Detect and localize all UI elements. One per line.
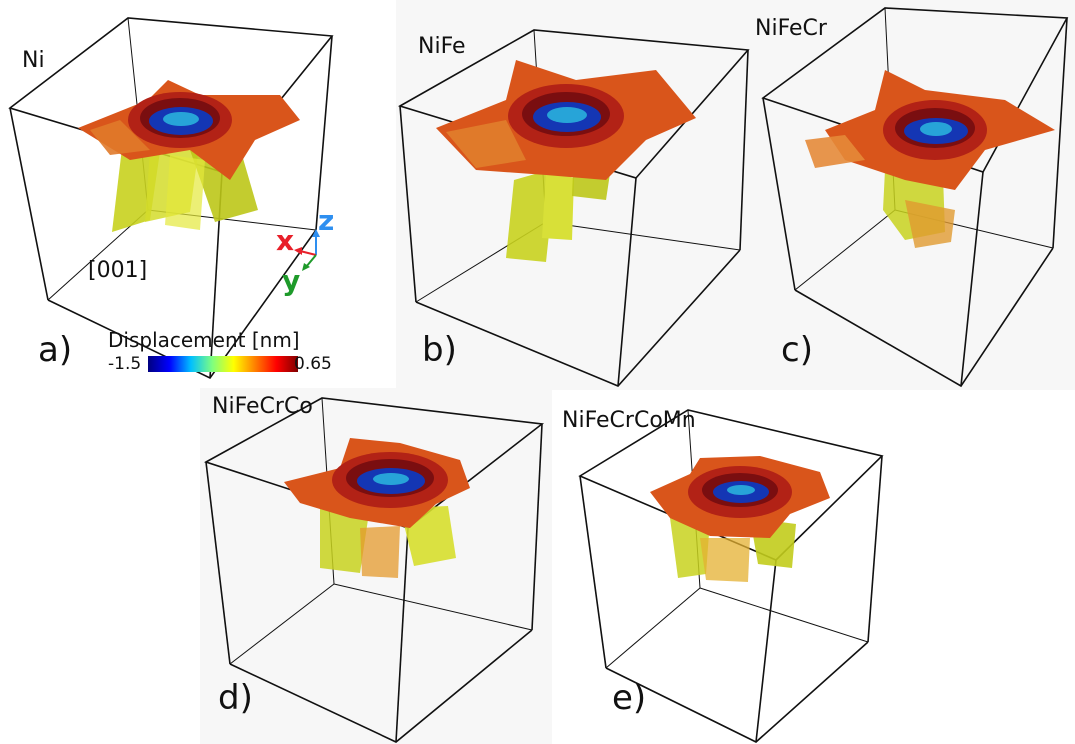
colorbar-title: Displacement [nm] [108,328,300,352]
colorbar-gradient [148,356,298,372]
panel-letter: b) [422,330,457,370]
panel-letter: d) [218,678,253,718]
z-axis-label: z [318,204,335,237]
simulation-render-b [397,29,750,387]
colorbar-max-label: 0.65 [294,354,332,374]
dislocation-structure [112,138,258,232]
panel-letter: a) [38,330,73,370]
surface-atoms [78,80,300,180]
y-axis-label: y [282,264,301,297]
panel-b: NiFe b) [396,0,756,390]
surface-atoms [805,70,1055,190]
simulation-render-d [204,397,545,743]
surface-atoms [650,456,830,538]
simulation-render-c [761,7,1069,388]
simulation-render-e [578,409,884,743]
direction-label: [001] [88,258,148,283]
colorbar: Displacement [nm] -1.5 0.65 [108,328,338,378]
panel-title: NiFeCr [755,16,827,41]
dislocation-structure [883,170,955,248]
panel-letter: c) [781,330,813,370]
axis-triad: x z y [270,205,350,305]
panel-a: Ni [001] a) [0,0,360,390]
panel-title: NiFe [418,34,466,59]
surface-atoms [436,60,696,180]
x-axis-label: x [276,224,295,257]
panel-c: NiFeCr c) [755,0,1075,390]
simulation-render-a [8,17,334,380]
panel-title: NiFeCrCo [212,394,313,419]
colorbar-min-label: -1.5 [108,354,142,374]
panel-title: Ni [22,48,45,73]
panel-d: NiFeCrCo d) [200,388,552,744]
surface-atoms [284,438,470,528]
panel-letter: e) [612,678,647,718]
panel-title: NiFeCrCoMn [562,408,696,433]
panel-e: NiFeCrCoMn e) [560,388,890,744]
